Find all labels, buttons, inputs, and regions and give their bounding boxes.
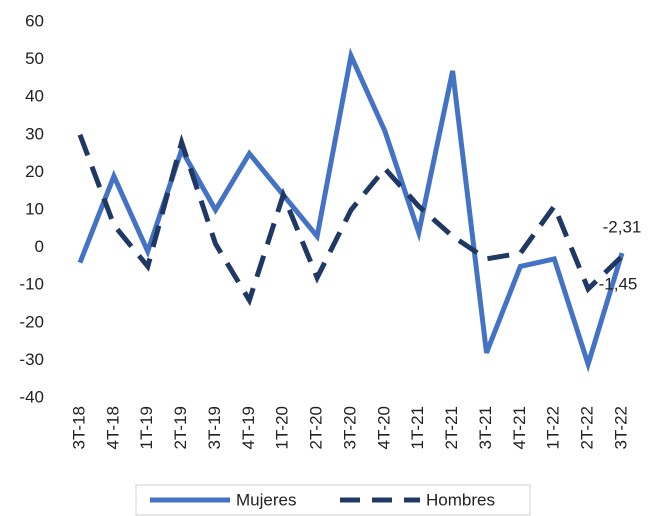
y-tick-label: 60 (25, 11, 44, 30)
x-tick-label: 2T-22 (578, 406, 597, 449)
x-tick-label: 2T-19 (171, 406, 190, 449)
x-tick-label: 3T-18 (69, 406, 88, 449)
y-tick-label: 30 (25, 124, 44, 143)
y-tick-label: -20 (19, 312, 44, 331)
x-tick-label: 1T-21 (408, 406, 427, 449)
legend-label: Hombres (426, 490, 495, 509)
y-tick-label: -40 (19, 387, 44, 406)
data-label: -2,31 (603, 217, 642, 236)
data-label: -1,45 (599, 274, 638, 293)
legend-box (135, 484, 531, 516)
x-tick-label: 1T-22 (544, 406, 563, 449)
x-tick-label: 3T-20 (340, 406, 359, 449)
x-tick-label: 4T-18 (103, 406, 122, 449)
y-tick-label: 50 (25, 49, 44, 68)
series-line (77, 47, 625, 373)
x-tick-label: 4T-19 (239, 406, 258, 449)
x-tick-label: 2T-20 (307, 406, 326, 449)
x-tick-label: 3T-19 (205, 406, 224, 449)
y-tick-label: 20 (25, 162, 44, 181)
x-tick-label: 3T-21 (476, 406, 495, 449)
y-tick-label: 10 (25, 199, 44, 218)
x-tick-label: 1T-19 (137, 406, 156, 449)
x-tick-label: 4T-21 (510, 406, 529, 449)
series-line (77, 133, 624, 307)
y-tick-label: 40 (25, 87, 44, 106)
y-tick-label: -30 (19, 350, 44, 369)
y-tick-label: -10 (19, 275, 44, 294)
y-tick-label: 0 (35, 237, 44, 256)
x-tick-label: 2T-21 (442, 406, 461, 449)
x-tick-label: 3T-22 (611, 406, 630, 449)
x-tick-label: 4T-20 (374, 406, 393, 449)
x-tick-label: 1T-20 (273, 406, 292, 449)
legend-label: Mujeres (236, 490, 296, 509)
